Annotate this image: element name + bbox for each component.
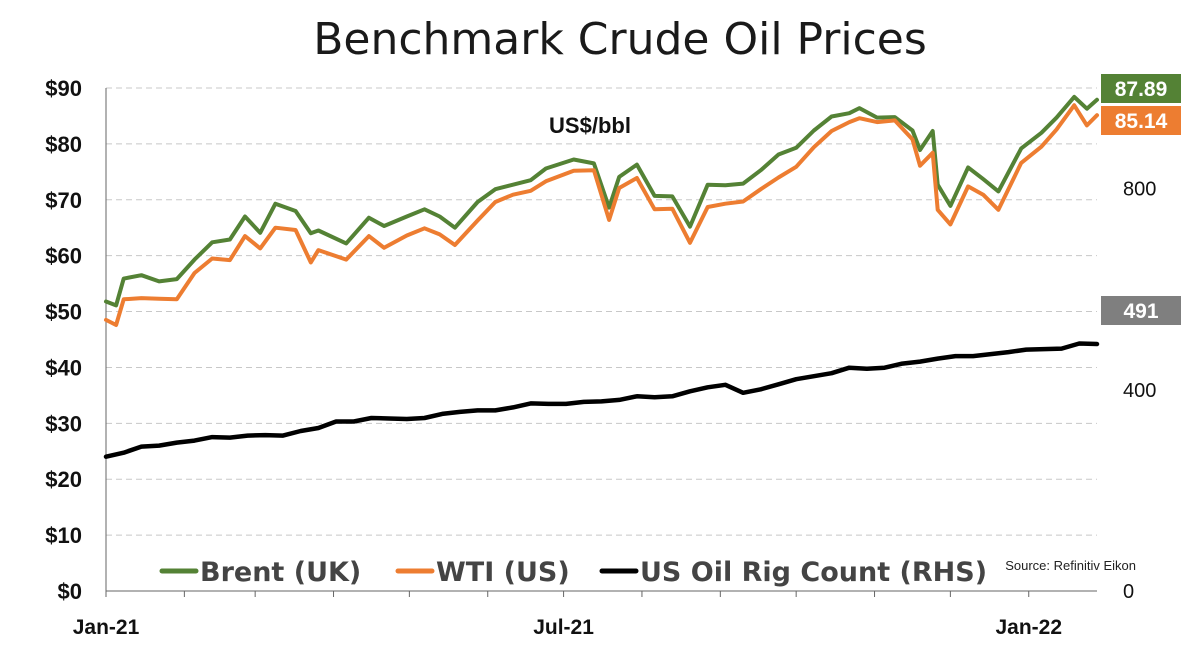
end-value-label: 491 (1123, 300, 1158, 323)
left-tick-label: $30 (45, 411, 82, 436)
end-value-badge (1101, 106, 1181, 135)
series-lines (103, 94, 1100, 459)
left-tick-label: $90 (45, 76, 82, 101)
x-tick-label: Jul-21 (533, 616, 594, 639)
series-line-brent (104, 94, 1099, 308)
left-tick-label: $10 (45, 523, 82, 548)
end-value-badge (1101, 296, 1181, 325)
left-tick-label: $40 (45, 355, 82, 380)
unit-label: US$/bbl (549, 113, 631, 138)
right-tick-label: 400 (1123, 380, 1156, 402)
end-value-label: 87.89 (1115, 78, 1168, 101)
left-tick-label: $80 (45, 132, 82, 157)
left-tick-label: $70 (45, 188, 82, 213)
left-tick-label: $20 (45, 467, 82, 492)
left-tick-label: $50 (45, 300, 82, 325)
legend: Brent (UK) WTI (US) US Oil Rig Count (RHS) (159, 557, 987, 588)
legend-label: Brent (UK) (200, 557, 361, 588)
axes: $0 $10 $20 $30 $40 $50 $60 $70 $80 $90 0 400 800 Jan-… (45, 76, 1156, 639)
gridlines (106, 87, 1097, 536)
legend-label: US Oil Rig Count (RHS) (640, 557, 987, 588)
left-tick-label: $0 (58, 579, 82, 604)
chart-title: Benchmark Crude Oil Prices (313, 14, 927, 65)
series-line-wti (104, 103, 1099, 327)
series-line-us (103, 341, 1100, 459)
end-value-badge (1101, 74, 1181, 103)
right-tick-label: 0 (1123, 581, 1134, 603)
source-note: Source: Refinitiv Eikon (1005, 558, 1136, 573)
x-tick-label: Jan-22 (995, 616, 1062, 639)
left-tick-label: $60 (45, 244, 82, 269)
right-tick-label: 800 (1123, 179, 1156, 201)
end-value-labels: 87.89 85.14 491 (1101, 74, 1181, 325)
x-tick-label: Jan-21 (73, 616, 140, 639)
legend-label: WTI (US) (436, 557, 570, 588)
end-value-label: 85.14 (1115, 110, 1168, 133)
